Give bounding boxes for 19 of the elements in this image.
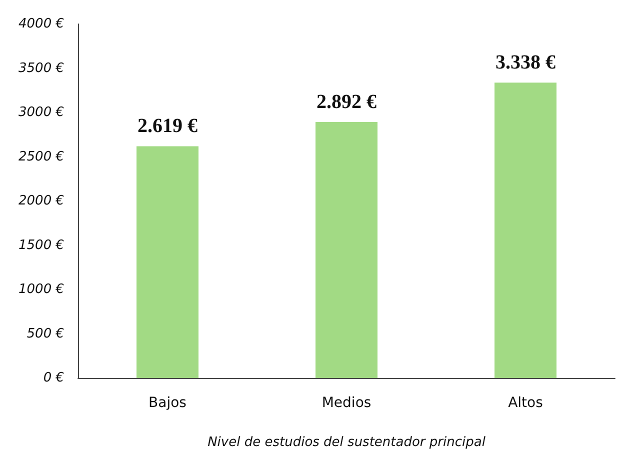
y-tick-label: 1500 € bbox=[18, 238, 64, 253]
y-tick-label: 3500 € bbox=[18, 60, 64, 76]
x-tick-label: Medios bbox=[322, 395, 372, 411]
y-tick-label: 4000 € bbox=[18, 16, 64, 32]
y-tick-label: 2000 € bbox=[18, 194, 64, 208]
y-tick-label: 0 € bbox=[43, 370, 64, 386]
x-tick-label: Altos bbox=[508, 395, 543, 411]
data-label: 2.619 € bbox=[138, 115, 198, 138]
data-label: 2.892 € bbox=[316, 91, 376, 114]
y-tick-label: 2500 € bbox=[18, 149, 64, 164]
y-tick-label: 1000 € bbox=[18, 282, 64, 297]
data-label: 3.338 € bbox=[496, 52, 556, 74]
y-tick-label: 3000 € bbox=[18, 105, 64, 120]
bar bbox=[494, 82, 556, 378]
x-tick-label: Bajos bbox=[148, 395, 186, 411]
bar bbox=[136, 146, 198, 378]
x-axis-title: Nivel de estudios del sustentador principal bbox=[208, 435, 486, 450]
y-tick-label: 500 € bbox=[26, 326, 64, 342]
bar bbox=[316, 122, 378, 378]
